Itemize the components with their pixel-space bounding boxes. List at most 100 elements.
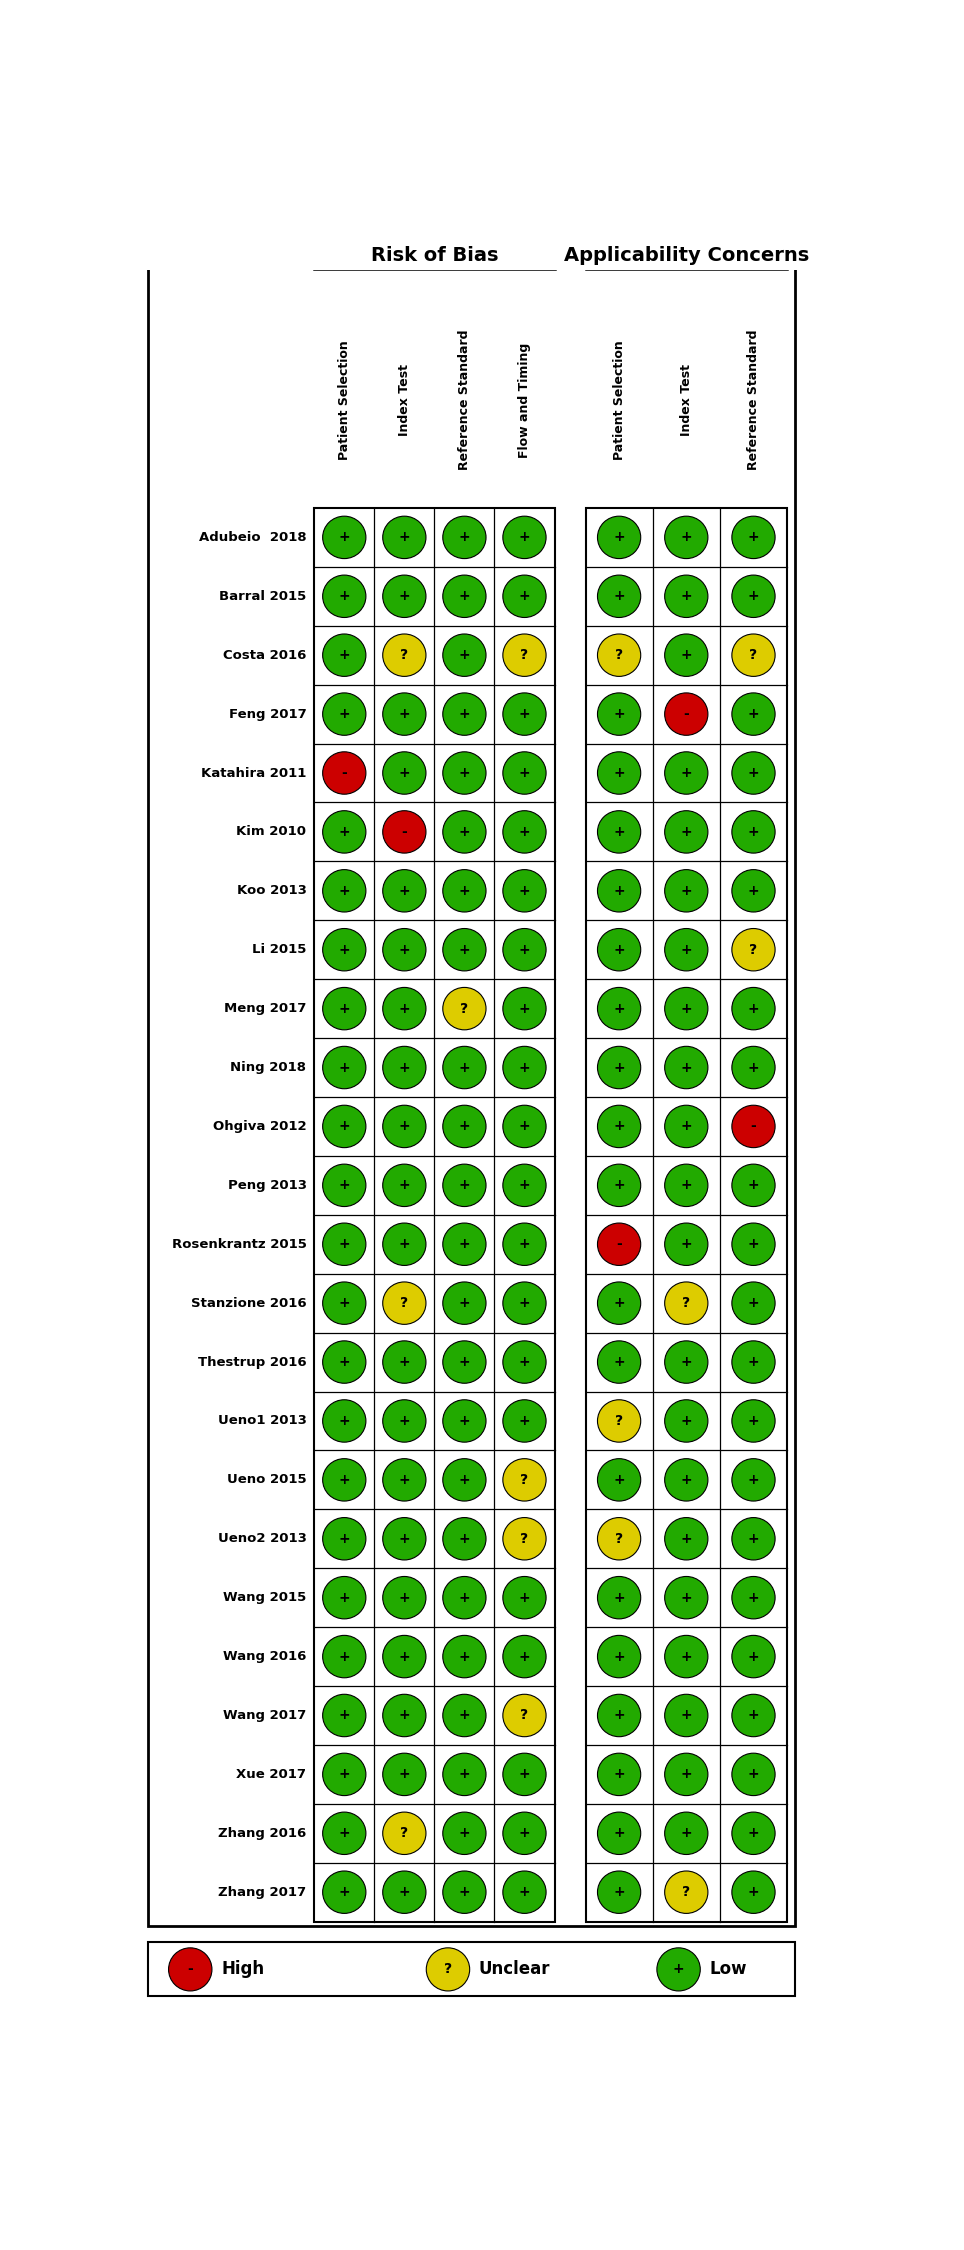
Ellipse shape bbox=[503, 693, 546, 736]
Text: ?: ? bbox=[461, 1001, 469, 1015]
Text: +: + bbox=[398, 884, 410, 898]
Text: +: + bbox=[459, 531, 470, 544]
Text: +: + bbox=[398, 943, 410, 956]
Ellipse shape bbox=[383, 929, 426, 972]
Ellipse shape bbox=[383, 693, 426, 736]
Text: +: + bbox=[338, 531, 350, 544]
Ellipse shape bbox=[383, 515, 426, 558]
Bar bbox=[314, 508, 554, 1922]
Ellipse shape bbox=[442, 576, 486, 616]
Text: +: + bbox=[748, 1001, 760, 1015]
Ellipse shape bbox=[503, 929, 546, 972]
Text: Barral 2015: Barral 2015 bbox=[219, 590, 307, 603]
Text: +: + bbox=[681, 765, 692, 781]
Ellipse shape bbox=[323, 576, 366, 616]
Text: ?: ? bbox=[400, 1827, 409, 1840]
Ellipse shape bbox=[426, 1948, 469, 1991]
Ellipse shape bbox=[503, 1516, 546, 1559]
Text: +: + bbox=[459, 1649, 470, 1663]
Text: Zhang 2016: Zhang 2016 bbox=[218, 1827, 307, 1840]
Ellipse shape bbox=[383, 1341, 426, 1384]
Text: +: + bbox=[613, 706, 625, 720]
Text: Wang 2015: Wang 2015 bbox=[224, 1591, 307, 1604]
Ellipse shape bbox=[598, 1516, 641, 1559]
Ellipse shape bbox=[732, 1224, 775, 1264]
Ellipse shape bbox=[598, 1636, 641, 1678]
Ellipse shape bbox=[732, 634, 775, 677]
Text: -: - bbox=[683, 706, 689, 720]
Ellipse shape bbox=[383, 1636, 426, 1678]
Ellipse shape bbox=[323, 988, 366, 1030]
Text: +: + bbox=[681, 590, 692, 603]
Ellipse shape bbox=[383, 1811, 426, 1854]
Text: ?: ? bbox=[521, 1532, 528, 1546]
Ellipse shape bbox=[383, 1282, 426, 1325]
Text: +: + bbox=[519, 1001, 530, 1015]
Ellipse shape bbox=[383, 1753, 426, 1796]
Ellipse shape bbox=[442, 929, 486, 972]
Text: +: + bbox=[748, 706, 760, 720]
Text: -: - bbox=[751, 1120, 757, 1134]
Ellipse shape bbox=[323, 1872, 366, 1912]
Text: +: + bbox=[681, 1532, 692, 1546]
Text: +: + bbox=[613, 1179, 625, 1192]
Ellipse shape bbox=[598, 1046, 641, 1089]
Ellipse shape bbox=[598, 868, 641, 911]
Ellipse shape bbox=[732, 1046, 775, 1089]
Text: +: + bbox=[459, 1179, 470, 1192]
Ellipse shape bbox=[732, 868, 775, 911]
Ellipse shape bbox=[598, 1577, 641, 1620]
Ellipse shape bbox=[732, 1577, 775, 1620]
Ellipse shape bbox=[442, 634, 486, 677]
Text: +: + bbox=[613, 1060, 625, 1076]
Ellipse shape bbox=[442, 1811, 486, 1854]
Ellipse shape bbox=[442, 1577, 486, 1620]
Ellipse shape bbox=[732, 515, 775, 558]
Text: +: + bbox=[519, 1354, 530, 1368]
Ellipse shape bbox=[442, 1224, 486, 1264]
Text: Rosenkrantz 2015: Rosenkrantz 2015 bbox=[172, 1238, 307, 1251]
Text: +: + bbox=[681, 531, 692, 544]
Ellipse shape bbox=[442, 515, 486, 558]
Text: +: + bbox=[748, 765, 760, 781]
Text: +: + bbox=[338, 1532, 350, 1546]
Text: +: + bbox=[459, 1296, 470, 1310]
Text: +: + bbox=[519, 1238, 530, 1251]
Ellipse shape bbox=[732, 1753, 775, 1796]
Ellipse shape bbox=[503, 1163, 546, 1206]
Ellipse shape bbox=[383, 1516, 426, 1559]
Text: +: + bbox=[748, 884, 760, 898]
Text: +: + bbox=[613, 1591, 625, 1604]
Ellipse shape bbox=[503, 752, 546, 794]
Text: +: + bbox=[681, 884, 692, 898]
Ellipse shape bbox=[383, 1577, 426, 1620]
Text: +: + bbox=[459, 1768, 470, 1782]
Ellipse shape bbox=[664, 929, 708, 972]
Ellipse shape bbox=[383, 988, 426, 1030]
Text: +: + bbox=[338, 943, 350, 956]
Ellipse shape bbox=[598, 1400, 641, 1442]
Ellipse shape bbox=[598, 1282, 641, 1325]
Ellipse shape bbox=[169, 1948, 212, 1991]
Text: +: + bbox=[338, 590, 350, 603]
Ellipse shape bbox=[656, 1948, 700, 1991]
Text: +: + bbox=[398, 1474, 410, 1487]
Ellipse shape bbox=[598, 576, 641, 616]
Text: +: + bbox=[681, 1474, 692, 1487]
Ellipse shape bbox=[383, 810, 426, 853]
Ellipse shape bbox=[323, 1341, 366, 1384]
Ellipse shape bbox=[323, 1046, 366, 1089]
Ellipse shape bbox=[442, 1516, 486, 1559]
Text: +: + bbox=[613, 1768, 625, 1782]
Text: +: + bbox=[398, 1001, 410, 1015]
Text: +: + bbox=[613, 884, 625, 898]
Ellipse shape bbox=[442, 1282, 486, 1325]
Text: Feng 2017: Feng 2017 bbox=[228, 706, 307, 720]
Text: -: - bbox=[341, 765, 347, 781]
Ellipse shape bbox=[598, 810, 641, 853]
Ellipse shape bbox=[383, 1694, 426, 1737]
Text: +: + bbox=[398, 531, 410, 544]
Text: +: + bbox=[398, 1768, 410, 1782]
Ellipse shape bbox=[732, 1105, 775, 1148]
Text: Costa 2016: Costa 2016 bbox=[223, 648, 307, 662]
